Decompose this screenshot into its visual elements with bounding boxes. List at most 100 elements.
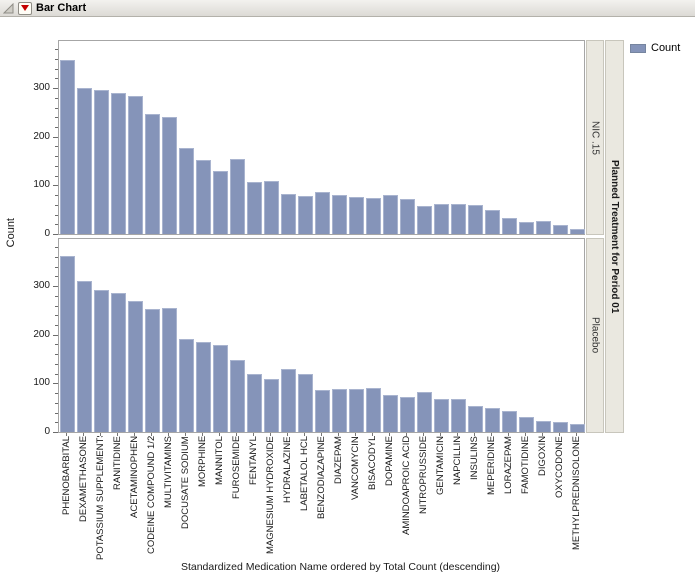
y-minor-tick (55, 422, 58, 424)
bar-multivitamins[interactable] (162, 308, 177, 432)
y-major-tick (53, 136, 58, 138)
bar-magnesium-hydroxide[interactable] (264, 181, 279, 234)
bar-furosemide[interactable] (230, 159, 245, 234)
bar-famotidine[interactable] (519, 417, 534, 432)
bar-labetalol-hcl[interactable] (298, 196, 313, 234)
bar-insulins[interactable] (468, 205, 483, 234)
bar-mannitol[interactable] (213, 345, 228, 432)
x-tick (440, 433, 441, 436)
x-tick (168, 433, 169, 436)
x-tick (525, 433, 526, 436)
bar-slot (297, 41, 314, 234)
disclosure-triangle-icon[interactable] (3, 2, 14, 14)
bar-dexamethasone[interactable] (77, 281, 92, 432)
bar-napcillin[interactable] (451, 399, 466, 432)
bar-benzodiazapine[interactable] (315, 390, 330, 432)
y-minor-tick (55, 78, 58, 80)
x-tick (559, 433, 560, 436)
bar-morphine[interactable] (196, 342, 211, 432)
bar-meperidine[interactable] (485, 408, 500, 432)
bar-famotidine[interactable] (519, 222, 534, 234)
x-axis-title: Standardized Medication Name ordered by … (180, 561, 501, 573)
bar-slot (263, 239, 280, 432)
bar-ranitidine[interactable] (111, 93, 126, 234)
x-category-label: INSULINS (469, 436, 480, 480)
bar-dopamine[interactable] (383, 195, 398, 234)
bar-oxycodone[interactable] (553, 225, 568, 234)
bar-potassium-supplements[interactable] (94, 90, 109, 234)
bar-codeine-compound-1-2[interactable] (145, 309, 160, 432)
bar-slot (348, 239, 365, 432)
bar-methylprednisolone[interactable] (570, 424, 585, 432)
bar-lorazepam[interactable] (502, 218, 517, 234)
bar-codeine-compound-1-2[interactable] (145, 114, 160, 234)
y-minor-tick (55, 266, 58, 268)
bar-docusate-sodium[interactable] (179, 148, 194, 234)
bar-hydralazine[interactable] (281, 369, 296, 432)
x-tick (100, 433, 101, 436)
bar-benzodiazapine[interactable] (315, 192, 330, 234)
bar-meperidine[interactable] (485, 210, 500, 234)
bar-fentanyl[interactable] (247, 374, 262, 432)
bar-napcillin[interactable] (451, 204, 466, 234)
bar-dopamine[interactable] (383, 395, 398, 432)
page-title: Bar Chart (36, 2, 87, 14)
bar-diazepam[interactable] (332, 389, 347, 432)
bar-slot (433, 239, 450, 432)
bar-slot (416, 239, 433, 432)
y-tick-label: 300 (33, 280, 50, 292)
bar-acetaminophen[interactable] (128, 96, 143, 234)
x-tick (253, 433, 254, 436)
bar-vancomycin[interactable] (349, 389, 364, 432)
plot-panel-nic15[interactable] (58, 40, 585, 235)
bar-magnesium-hydroxide[interactable] (264, 379, 279, 432)
x-tick (406, 433, 407, 436)
bar-slot (246, 239, 263, 432)
bar-mannitol[interactable] (213, 171, 228, 234)
bar-slot (535, 239, 552, 432)
y-major-tick (53, 234, 58, 235)
bar-bisacodyl[interactable] (366, 198, 381, 234)
bar-slot (484, 41, 501, 234)
bar-phenobarbital[interactable] (60, 256, 75, 432)
bar-nitroprusside[interactable] (417, 206, 432, 234)
bar-bisacodyl[interactable] (366, 388, 381, 432)
bar-gentamicin[interactable] (434, 399, 449, 432)
bar-hydralazine[interactable] (281, 194, 296, 234)
legend-item-count[interactable]: Count (630, 42, 680, 54)
bar-slot (348, 41, 365, 234)
bar-potassium-supplements[interactable] (94, 290, 109, 432)
bar-insulins[interactable] (468, 406, 483, 432)
plot-panel-placebo[interactable] (58, 238, 585, 433)
bar-diazepam[interactable] (332, 195, 347, 234)
bar-labetalol-hcl[interactable] (298, 374, 313, 432)
bar-gentamicin[interactable] (434, 204, 449, 234)
bar-digoxin[interactable] (536, 221, 551, 234)
bar-nitroprusside[interactable] (417, 392, 432, 432)
bar-ranitidine[interactable] (111, 293, 126, 432)
bar-fentanyl[interactable] (247, 182, 262, 234)
bar-docusate-sodium[interactable] (179, 339, 194, 432)
bar-dexamethasone[interactable] (77, 88, 92, 234)
bar-oxycodone[interactable] (553, 422, 568, 432)
bar-amindoaproic-acid[interactable] (400, 397, 415, 432)
bar-multivitamins[interactable] (162, 117, 177, 234)
y-major-tick (53, 432, 58, 433)
bar-digoxin[interactable] (536, 421, 551, 432)
x-category-label: MULTIVITAMINS (163, 436, 174, 508)
red-triangle-menu-button[interactable] (18, 1, 32, 15)
x-category-label: BISACODYL (367, 436, 378, 491)
bar-slot (229, 239, 246, 432)
bar-furosemide[interactable] (230, 360, 245, 432)
bar-lorazepam[interactable] (502, 411, 517, 432)
bar-morphine[interactable] (196, 160, 211, 234)
x-tick (423, 433, 424, 436)
bar-acetaminophen[interactable] (128, 301, 143, 432)
bar-amindoaproic-acid[interactable] (400, 199, 415, 234)
x-category-label: POTASSIUM SUPPLEMENTS (95, 436, 106, 560)
bar-slot (467, 41, 484, 234)
bar-methylprednisolone[interactable] (570, 229, 585, 234)
bar-vancomycin[interactable] (349, 197, 364, 234)
bar-phenobarbital[interactable] (60, 60, 75, 234)
